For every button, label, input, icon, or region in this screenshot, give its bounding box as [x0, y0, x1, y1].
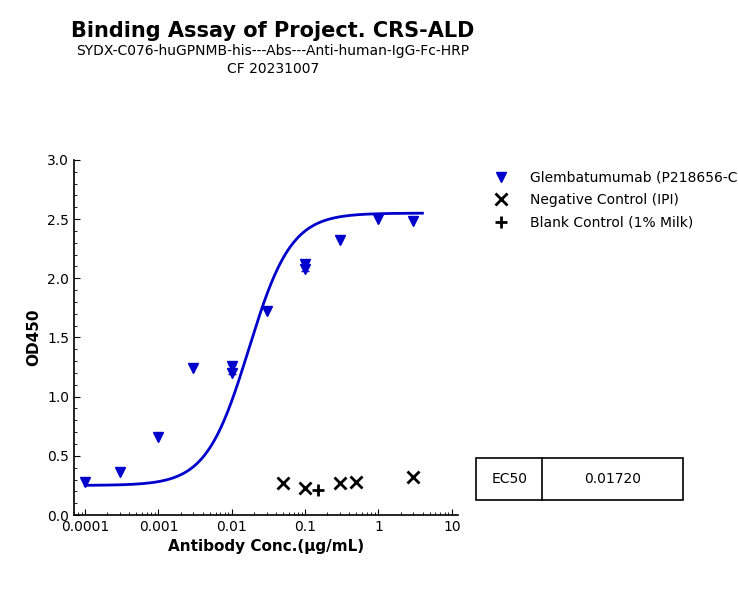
- Legend: Glembatumumab (P218656-C4), Negative Control (IPI), Blank Control (1% Milk): Glembatumumab (P218656-C4), Negative Con…: [480, 167, 738, 234]
- Glembatumumab (P218656-C4): [116, 469, 125, 476]
- Y-axis label: OD450: OD450: [27, 308, 41, 366]
- Glembatumumab (P218656-C4): [300, 260, 309, 268]
- Glembatumumab (P218656-C4): [189, 365, 198, 372]
- Glembatumumab (P218656-C4): [374, 215, 383, 223]
- Glembatumumab (P218656-C4): [262, 308, 271, 315]
- Negative Control (IPI): [279, 480, 288, 487]
- Glembatumumab (P218656-C4): [227, 362, 236, 369]
- Glembatumumab (P218656-C4): [336, 237, 345, 244]
- Line: Negative Control (IPI): Negative Control (IPI): [277, 472, 419, 493]
- Text: EC50: EC50: [492, 472, 527, 486]
- Glembatumumab (P218656-C4): [227, 369, 236, 377]
- Glembatumumab (P218656-C4): [80, 478, 89, 485]
- Line: Glembatumumab (P218656-C4): Glembatumumab (P218656-C4): [80, 214, 418, 487]
- Text: Binding Assay of Project. CRS-ALD: Binding Assay of Project. CRS-ALD: [72, 21, 475, 41]
- X-axis label: Antibody Conc.(µg/mL): Antibody Conc.(µg/mL): [168, 539, 364, 555]
- Text: 0.01720: 0.01720: [584, 472, 641, 486]
- Negative Control (IPI): [409, 474, 418, 481]
- Glembatumumab (P218656-C4): [409, 218, 418, 225]
- Negative Control (IPI): [352, 478, 361, 485]
- Text: CF 20231007: CF 20231007: [227, 62, 319, 76]
- Text: SYDX-C076-huGPNMB-his---Abs---Anti-human-IgG-Fc-HRP: SYDX-C076-huGPNMB-his---Abs---Anti-human…: [77, 44, 469, 59]
- Glembatumumab (P218656-C4): [154, 433, 163, 440]
- Glembatumumab (P218656-C4): [300, 265, 309, 272]
- Negative Control (IPI): [336, 480, 345, 487]
- Negative Control (IPI): [300, 484, 309, 491]
